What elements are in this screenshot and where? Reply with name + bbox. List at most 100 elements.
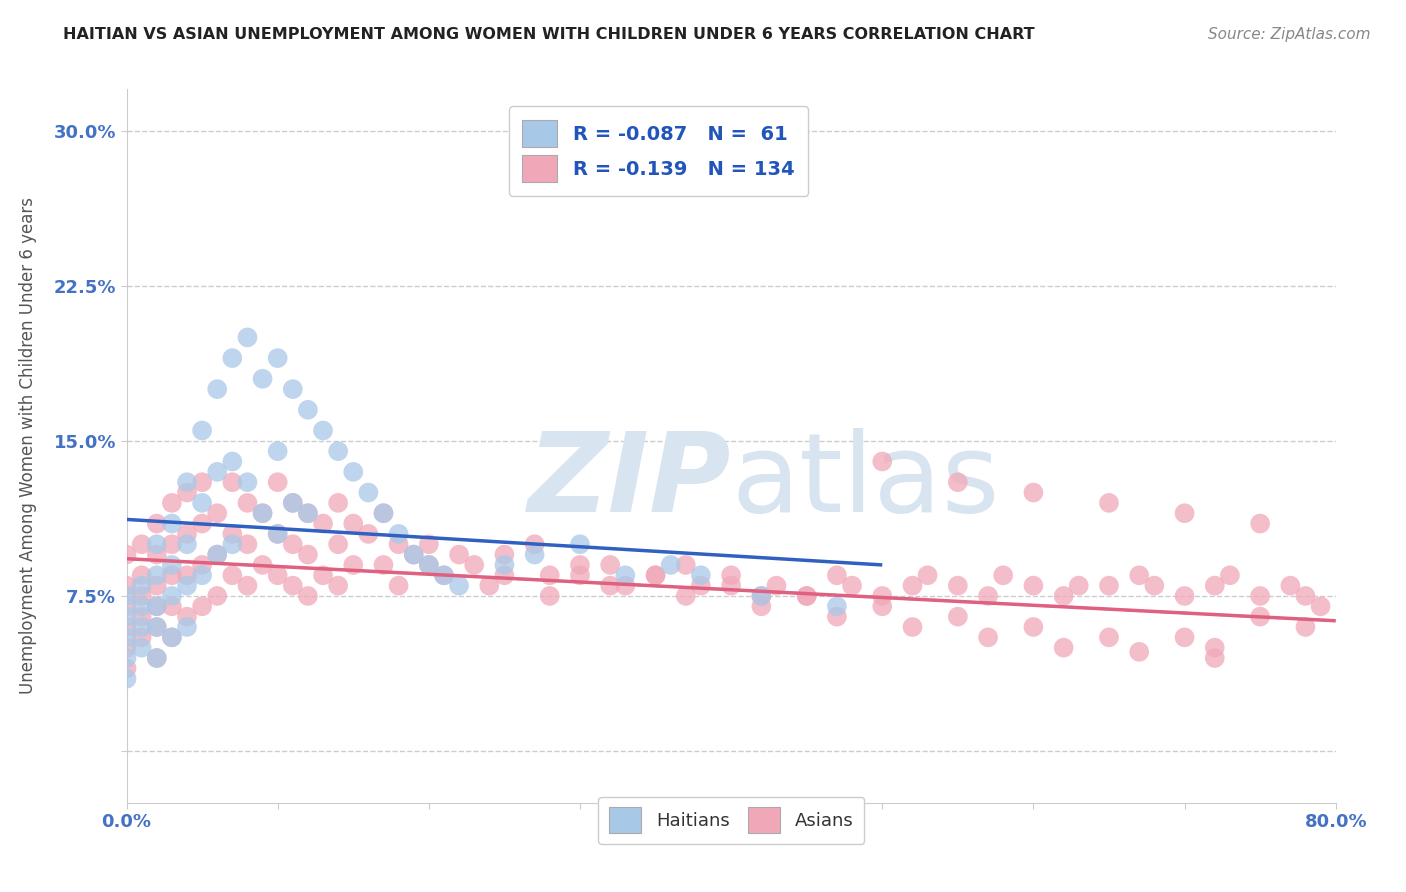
Point bbox=[342, 465, 364, 479]
Point bbox=[1219, 568, 1241, 582]
Point bbox=[373, 506, 395, 520]
Point bbox=[176, 527, 198, 541]
Point bbox=[1173, 506, 1195, 520]
Point bbox=[388, 579, 411, 593]
Point bbox=[146, 579, 169, 593]
Point bbox=[326, 496, 350, 510]
Point bbox=[146, 651, 169, 665]
Point bbox=[115, 672, 138, 686]
Point bbox=[115, 640, 138, 655]
Point bbox=[160, 496, 183, 510]
Point bbox=[599, 558, 621, 572]
Point bbox=[176, 568, 198, 582]
Point bbox=[1249, 516, 1271, 531]
Point bbox=[191, 516, 214, 531]
Point bbox=[252, 506, 274, 520]
Point bbox=[281, 382, 304, 396]
Point bbox=[1204, 579, 1226, 593]
Point bbox=[146, 568, 169, 582]
Point bbox=[825, 609, 848, 624]
Point bbox=[901, 579, 924, 593]
Point bbox=[297, 506, 319, 520]
Point bbox=[205, 548, 228, 562]
Point bbox=[160, 630, 183, 644]
Point bbox=[402, 548, 425, 562]
Point bbox=[357, 527, 380, 541]
Point bbox=[131, 537, 153, 551]
Point bbox=[281, 496, 304, 510]
Point bbox=[720, 579, 742, 593]
Point bbox=[402, 548, 425, 562]
Point bbox=[267, 527, 290, 541]
Point bbox=[297, 589, 319, 603]
Point bbox=[131, 640, 153, 655]
Text: ZIP: ZIP bbox=[527, 428, 731, 535]
Point bbox=[1022, 485, 1045, 500]
Point bbox=[418, 537, 440, 551]
Point bbox=[1249, 609, 1271, 624]
Point bbox=[115, 548, 138, 562]
Point bbox=[131, 609, 153, 624]
Point bbox=[689, 579, 711, 593]
Point bbox=[599, 579, 621, 593]
Point bbox=[160, 516, 183, 531]
Point bbox=[146, 620, 169, 634]
Point bbox=[160, 537, 183, 551]
Point bbox=[236, 496, 259, 510]
Point bbox=[236, 475, 259, 490]
Point bbox=[1128, 645, 1150, 659]
Point bbox=[191, 599, 214, 614]
Point bbox=[1204, 640, 1226, 655]
Point bbox=[176, 485, 198, 500]
Text: Source: ZipAtlas.com: Source: ZipAtlas.com bbox=[1208, 27, 1371, 42]
Point bbox=[841, 579, 863, 593]
Point bbox=[373, 558, 395, 572]
Point bbox=[568, 568, 592, 582]
Point bbox=[115, 651, 138, 665]
Point bbox=[115, 620, 138, 634]
Point bbox=[494, 568, 516, 582]
Point bbox=[523, 548, 546, 562]
Point bbox=[131, 620, 153, 634]
Point bbox=[252, 372, 274, 386]
Point bbox=[146, 599, 169, 614]
Point bbox=[297, 402, 319, 417]
Point bbox=[267, 568, 290, 582]
Point bbox=[751, 589, 773, 603]
Point bbox=[1098, 630, 1121, 644]
Point bbox=[131, 630, 153, 644]
Point bbox=[312, 568, 335, 582]
Point bbox=[115, 589, 138, 603]
Point bbox=[872, 454, 894, 468]
Point bbox=[326, 579, 350, 593]
Point bbox=[675, 589, 697, 603]
Point bbox=[373, 506, 395, 520]
Point bbox=[281, 496, 304, 510]
Point bbox=[176, 579, 198, 593]
Point bbox=[796, 589, 818, 603]
Point bbox=[659, 558, 682, 572]
Point bbox=[252, 558, 274, 572]
Point bbox=[946, 579, 969, 593]
Point bbox=[131, 579, 153, 593]
Point bbox=[917, 568, 939, 582]
Point bbox=[221, 527, 243, 541]
Point bbox=[993, 568, 1015, 582]
Point bbox=[342, 558, 364, 572]
Point bbox=[267, 351, 290, 365]
Point bbox=[221, 475, 243, 490]
Point bbox=[1249, 589, 1271, 603]
Point bbox=[146, 599, 169, 614]
Point bbox=[115, 579, 138, 593]
Point bbox=[131, 599, 153, 614]
Point bbox=[176, 620, 198, 634]
Point bbox=[146, 620, 169, 634]
Point bbox=[433, 568, 456, 582]
Point bbox=[675, 558, 697, 572]
Point bbox=[146, 516, 169, 531]
Point bbox=[312, 516, 335, 531]
Point bbox=[463, 558, 485, 572]
Point bbox=[342, 516, 364, 531]
Point bbox=[447, 548, 470, 562]
Y-axis label: Unemployment Among Women with Children Under 6 years: Unemployment Among Women with Children U… bbox=[18, 197, 37, 695]
